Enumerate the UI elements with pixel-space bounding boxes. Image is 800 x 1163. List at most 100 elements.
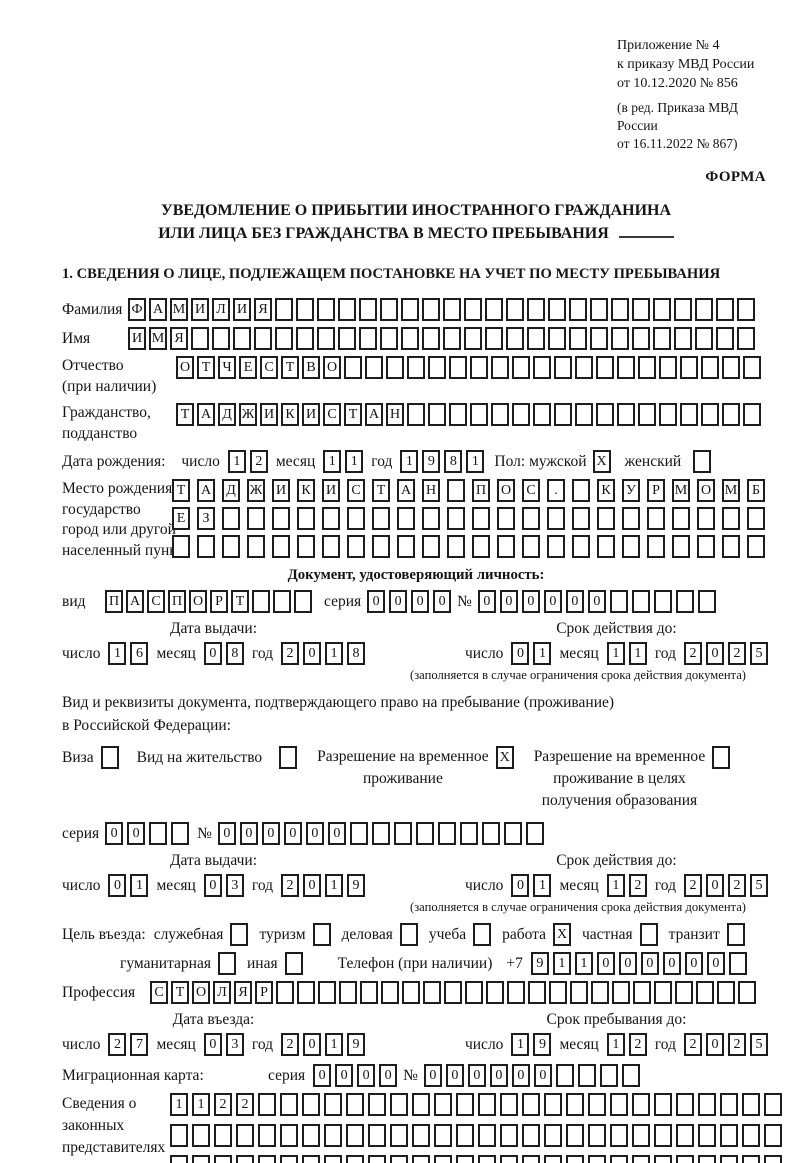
empty-box <box>609 590 628 613</box>
char-box: Т <box>281 356 299 379</box>
char-box: Б <box>747 479 765 502</box>
char-box: 9 <box>347 1033 366 1056</box>
empty-box <box>622 535 640 558</box>
char-box: С <box>347 479 365 502</box>
empty-box <box>544 1124 562 1147</box>
char-box: 0 <box>499 590 518 613</box>
empty-box <box>572 507 590 530</box>
char-box: 5 <box>750 1033 768 1056</box>
gender-female-label: женский <box>624 453 682 470</box>
empty-box <box>722 507 740 530</box>
empty-box <box>544 1093 562 1116</box>
citizenship-label-line2: подданство <box>62 424 138 442</box>
char-box: 2 <box>236 1093 254 1116</box>
empty-box <box>236 1124 254 1147</box>
empty-box <box>527 298 545 321</box>
empty-box <box>294 590 312 613</box>
checkbox-tranzit <box>726 923 745 946</box>
char-box: 0 <box>433 590 452 613</box>
option-temp-residence: Разрешение на временное проживание X <box>317 746 514 790</box>
empty-box <box>512 356 530 379</box>
section1-heading: 1. СВЕДЕНИЯ О ЛИЦЕ, ПОДЛЕЖАЩЕМ ПОСТАНОВК… <box>62 266 721 282</box>
empty-box <box>633 981 651 1004</box>
char-box: 0 <box>521 590 540 613</box>
empty-box <box>738 981 756 1004</box>
char-box: 0 <box>203 874 222 897</box>
checkbox-rabota: X <box>553 923 571 946</box>
char-box: 0 <box>261 822 280 845</box>
temp-residence-education-line1: Разрешение на временное <box>533 748 706 765</box>
char-box: В <box>302 356 320 379</box>
empty-box <box>647 535 665 558</box>
empty-box <box>522 507 540 530</box>
migration-card-label: Миграционная карта: <box>62 1067 204 1084</box>
empty-box <box>610 1155 628 1163</box>
checkbox-sluzhebnaya <box>230 923 249 946</box>
option-label-rabota: работа <box>502 926 546 943</box>
empty-box <box>214 1155 232 1163</box>
char-box: 5 <box>750 874 768 897</box>
char-box: 0 <box>389 590 408 613</box>
option-label-inaya: иная <box>246 955 278 972</box>
empty-box <box>611 298 629 321</box>
empty-box <box>497 507 515 530</box>
char-box: 0 <box>283 822 302 845</box>
empty-box <box>588 1155 606 1163</box>
char-box: 0 <box>467 1064 486 1087</box>
residence-doc-intro2: в Российской Федерации: <box>62 717 231 734</box>
empty-box <box>247 535 265 558</box>
char-box: И <box>272 479 290 502</box>
form-title: УВЕДОМЛЕНИЕ О ПРИБЫТИИ ИНОСТРАННОГО ГРАЖ… <box>62 199 770 245</box>
char-box: 2 <box>684 642 702 665</box>
char-box: 2 <box>281 874 300 897</box>
valid-until-heading: Срок действия до: <box>556 620 677 637</box>
empty-box <box>554 403 572 426</box>
char-box: 0 <box>445 1064 464 1087</box>
empty-box <box>258 1155 276 1163</box>
empty-box <box>544 1155 562 1163</box>
empty-box <box>720 1124 738 1147</box>
birth-place-label: Место рождения: <box>62 480 177 497</box>
char-box: 1 <box>606 642 625 665</box>
char-box: 0 <box>305 822 324 845</box>
char-box: 0 <box>706 952 725 975</box>
char-box: А <box>397 479 415 502</box>
empty-box <box>698 1155 716 1163</box>
empty-box <box>380 298 398 321</box>
empty-box <box>720 1155 738 1163</box>
empty-box <box>654 1124 672 1147</box>
option-label-delovaya: деловая <box>341 926 393 943</box>
empty-box <box>577 1064 596 1087</box>
empty-box <box>386 356 404 379</box>
char-box: 9 <box>530 952 549 975</box>
birth-place-labels: Место рождения: государство город или др… <box>62 479 183 561</box>
empty-box <box>302 1124 320 1147</box>
checkbox-female <box>693 450 712 473</box>
checkbox-inaya <box>284 952 303 975</box>
empty-box <box>547 535 565 558</box>
given-name-label: Имя <box>62 330 91 347</box>
empty-box <box>447 535 465 558</box>
empty-box <box>533 356 551 379</box>
char-box: 2 <box>281 1033 300 1056</box>
empty-box <box>632 1155 650 1163</box>
empty-box <box>497 535 515 558</box>
char-box: 0 <box>203 642 222 665</box>
migration-number-sign: № <box>403 1067 418 1084</box>
char-box: 7 <box>130 1033 149 1056</box>
char-box: 0 <box>618 952 637 975</box>
empty-box <box>318 981 336 1004</box>
empty-box <box>632 1093 650 1116</box>
representatives-label-line1: Сведения о <box>62 1095 137 1112</box>
representatives-labels: Сведения о законных представителях (роди… <box>62 1093 170 1163</box>
checkbox-ucheba <box>473 923 492 946</box>
empty-box <box>412 1155 430 1163</box>
